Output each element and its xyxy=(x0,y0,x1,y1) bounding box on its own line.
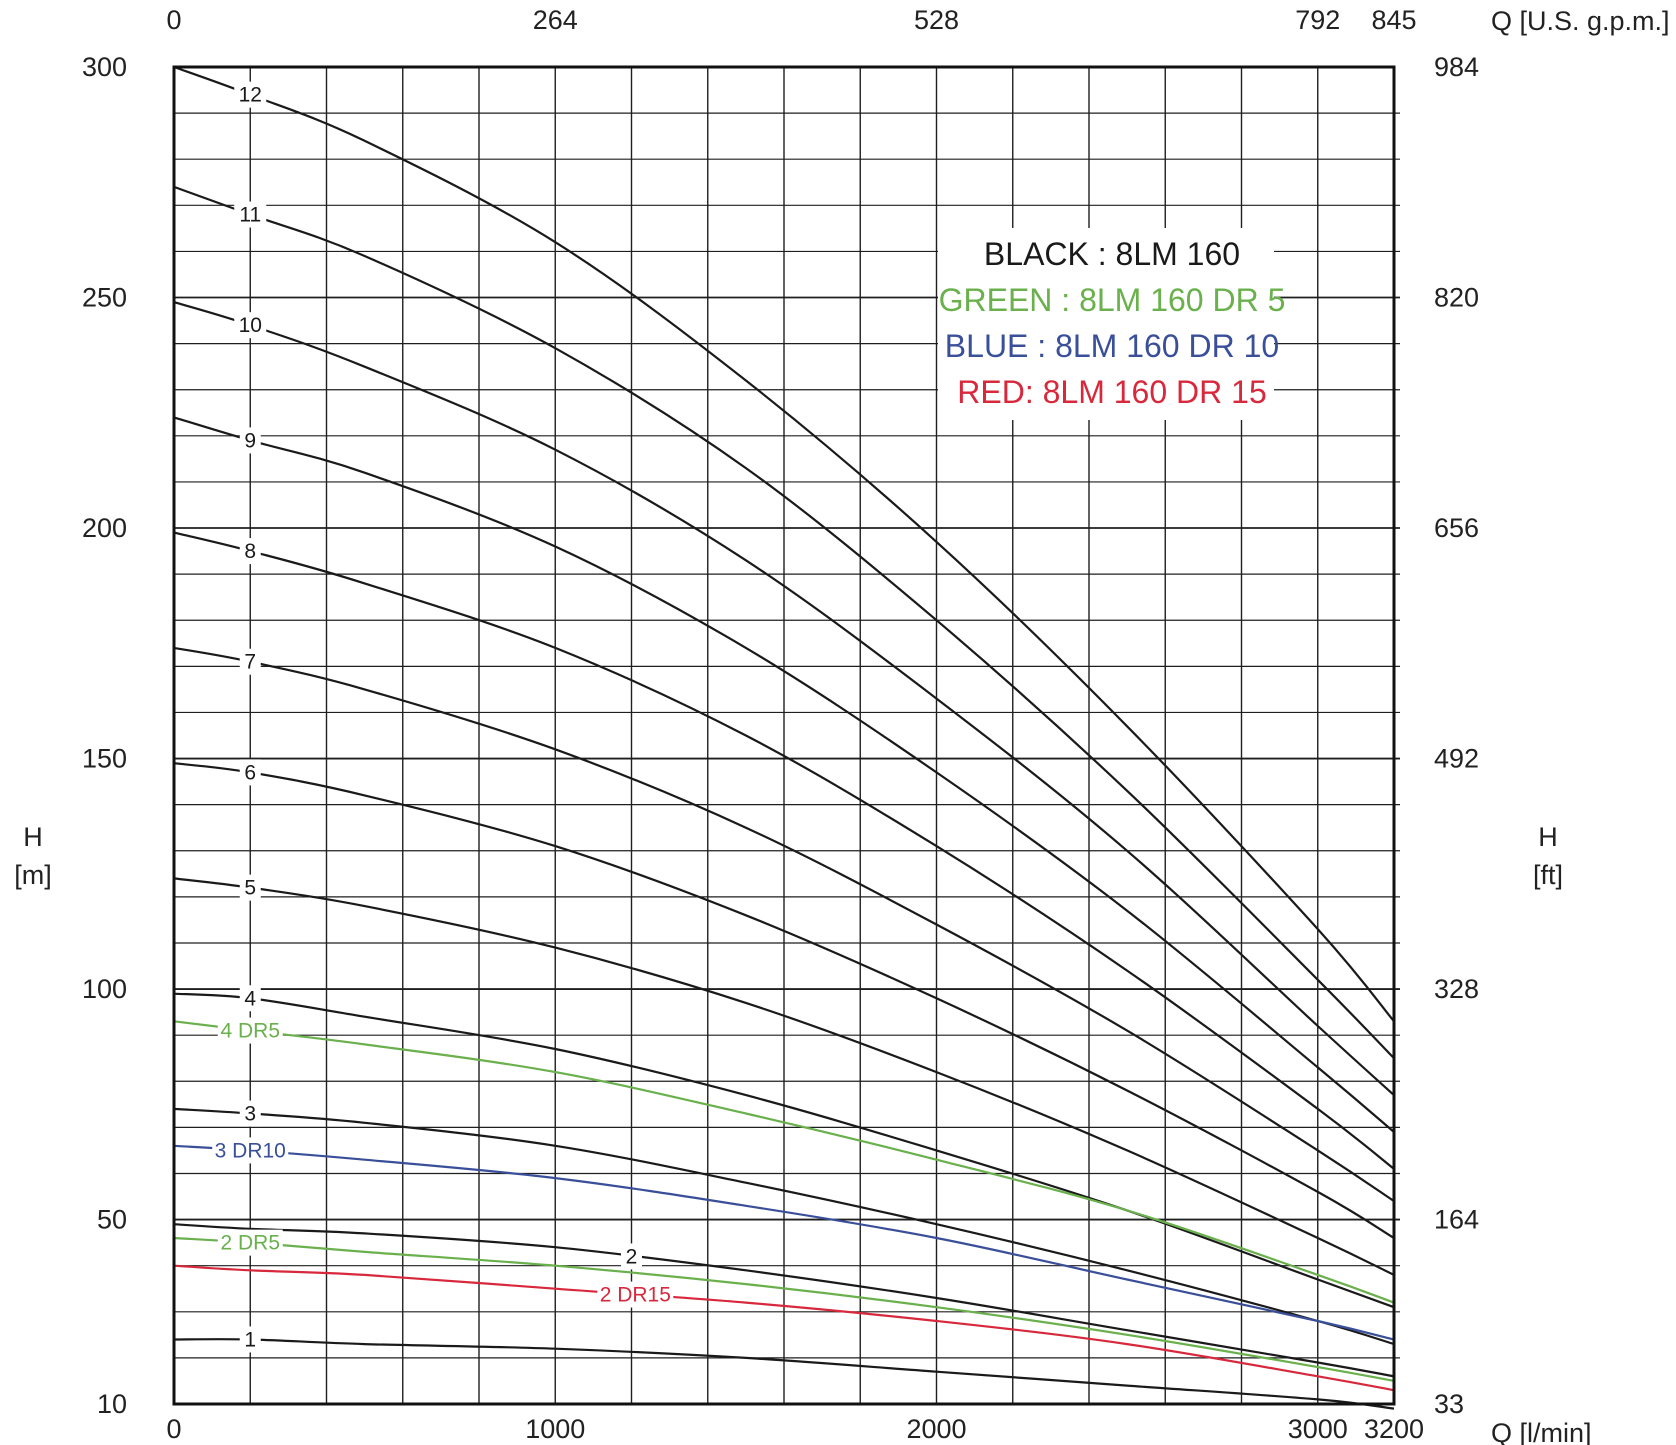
series-line-5 xyxy=(173,877,1395,1276)
curve-label-background xyxy=(597,1281,674,1308)
x-bottom-tick-label: 0 xyxy=(166,1414,181,1444)
curve-label-background xyxy=(239,1326,261,1353)
x-bottom-tick-label: 3200 xyxy=(1364,1414,1424,1444)
series-line-4-dr5 xyxy=(173,1020,1395,1304)
x-bottom-tick-label: 2000 xyxy=(906,1414,966,1444)
curve-label-background xyxy=(217,1229,283,1256)
curve-label: 3 DR10 xyxy=(215,1139,286,1162)
curve-labels: 12 11 10 9 8 7 6 5 4 4 DR5 3 3 DR10 2 2 DR5 2 DR15 1 xyxy=(212,81,674,1353)
x-top-tick-label: 528 xyxy=(914,5,959,35)
curve-label: 5 xyxy=(244,877,256,900)
series-line-2 xyxy=(173,1223,1395,1378)
axis-titles: H [m] H [ft] Q [U.S. g.p.m.] Q [l/min] xyxy=(14,6,1669,1445)
curve-label-background xyxy=(239,648,261,675)
series-line-2-dr15 xyxy=(173,1264,1395,1392)
curve-label-background xyxy=(234,81,267,108)
x-axis-bottom-title: Q [l/min] xyxy=(1491,1418,1592,1445)
x-bottom-tick-label: 3000 xyxy=(1288,1414,1348,1444)
y-axis-left-title-line1: H xyxy=(23,822,43,852)
y-right-tick-label: 984 xyxy=(1434,52,1479,82)
x-axis-top-title: Q [U.S. g.p.m.] xyxy=(1491,6,1670,36)
x-top-tick-label: 792 xyxy=(1295,5,1340,35)
curve-label-background xyxy=(234,201,267,228)
curve-label-background xyxy=(621,1243,642,1270)
x-top-tick-label: 0 xyxy=(166,5,181,35)
curve-label-background xyxy=(239,538,261,565)
curve-label-background xyxy=(239,874,261,901)
curves xyxy=(173,65,1395,1410)
curve-label: 2 xyxy=(626,1245,638,1268)
y-right-tick-label: 820 xyxy=(1434,283,1479,313)
curve-label: 12 xyxy=(239,84,262,107)
curve-label: 1 xyxy=(244,1328,256,1351)
series-line-2-dr5 xyxy=(173,1236,1395,1382)
series-line-6 xyxy=(173,762,1395,1239)
legend-entry: BLACK : 8LM 160 xyxy=(984,236,1240,272)
x-bottom-tick-label: 1000 xyxy=(525,1414,585,1444)
y-left-tick-label: 300 xyxy=(82,52,127,82)
y-right-tick-label: 33 xyxy=(1434,1389,1464,1419)
curve-label: 4 xyxy=(244,987,256,1010)
series-line-4 xyxy=(173,992,1395,1309)
y-left-tick-label: 10 xyxy=(97,1389,127,1419)
curve-label-background xyxy=(239,1100,261,1127)
y-axis-right-title-line1: H xyxy=(1538,822,1558,852)
curve-label-background xyxy=(234,312,267,339)
y-right-tick-label: 492 xyxy=(1434,744,1479,774)
curve-label-background xyxy=(239,985,261,1012)
legend-entry: GREEN : 8LM 160 DR 5 xyxy=(939,282,1286,318)
y-left-tick-label: 150 xyxy=(82,744,127,774)
y-axis-left-title-line2: [m] xyxy=(14,860,52,890)
curve-label: 9 xyxy=(244,429,256,452)
curve-label: 2 DR5 xyxy=(220,1232,280,1255)
series-line-11 xyxy=(173,185,1395,1059)
legend-background xyxy=(938,228,1274,420)
series-line-3-dr10 xyxy=(173,1144,1395,1341)
series-line-7 xyxy=(173,646,1395,1203)
legend-entry: RED: 8LM 160 DR 15 xyxy=(957,374,1266,410)
curve-label-background xyxy=(212,1137,289,1164)
y-right-tick-label: 164 xyxy=(1434,1205,1479,1235)
curve-label: 8 xyxy=(244,540,256,563)
curve-label-background xyxy=(239,427,261,454)
curve-label: 2 DR15 xyxy=(600,1284,671,1307)
y-left-tick-label: 200 xyxy=(82,513,127,543)
curve-label: 6 xyxy=(244,761,256,784)
legend-entry: BLUE : 8LM 160 DR 10 xyxy=(945,328,1279,364)
x-top-tick-label: 845 xyxy=(1371,5,1416,35)
curve-label: 4 DR5 xyxy=(220,1020,280,1043)
curve-label: 11 xyxy=(239,204,261,227)
series-line-8 xyxy=(173,531,1395,1170)
curve-label: 3 xyxy=(244,1103,256,1126)
y-left-tick-label: 100 xyxy=(82,974,127,1004)
curve-label-background xyxy=(239,759,261,786)
y-axis-right-title-line2: [ft] xyxy=(1533,860,1563,890)
series-line-9 xyxy=(173,416,1395,1133)
y-right-tick-label: 656 xyxy=(1434,513,1479,543)
curve-label-background xyxy=(217,1017,283,1044)
y-left-tick-label: 50 xyxy=(97,1205,127,1235)
y-right-tick-label: 328 xyxy=(1434,974,1479,1004)
series-line-1 xyxy=(173,1338,1395,1410)
series-line-10 xyxy=(173,301,1395,1096)
curve-label: 10 xyxy=(239,314,262,337)
x-top-tick-label: 264 xyxy=(533,5,578,35)
y-left-tick-label: 250 xyxy=(82,283,127,313)
series-line-12 xyxy=(173,65,1395,1023)
plot-frame xyxy=(172,65,1396,1406)
curve-label: 7 xyxy=(244,651,256,674)
legend: BLACK : 8LM 160 GREEN : 8LM 160 DR 5 BLUE … xyxy=(938,228,1285,420)
series-line-3 xyxy=(173,1107,1395,1346)
